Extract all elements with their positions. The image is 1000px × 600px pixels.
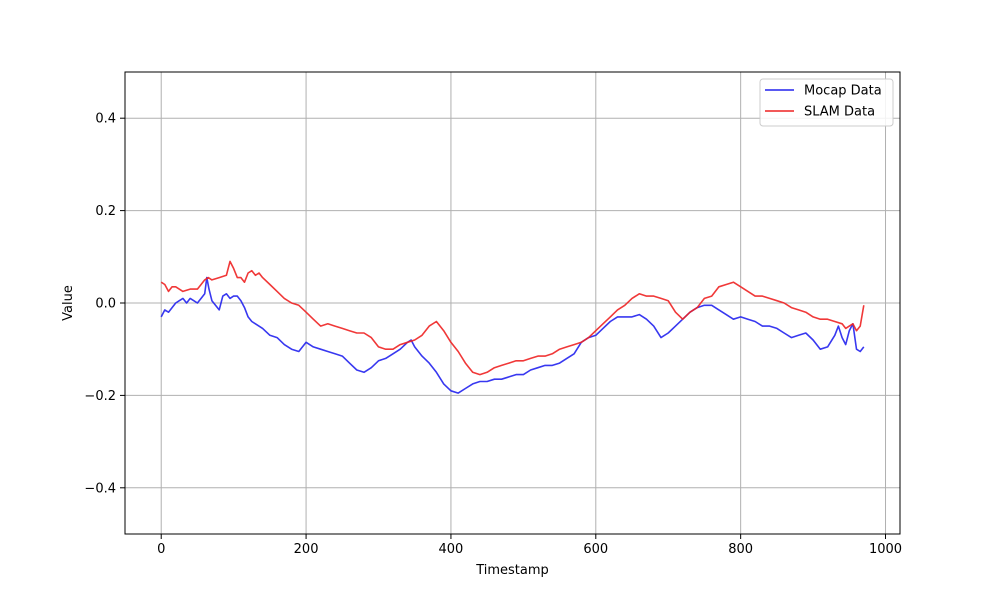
legend: Mocap Data SLAM Data (759, 78, 894, 127)
series-lines (160, 260, 865, 394)
y-tick-label: −0.2 (84, 389, 116, 404)
y-tick-label: 0.0 (95, 297, 116, 312)
axis-ticks: 0 200 400 600 800 1000 −0.4 −0.2 0.0 0.2 0.4 (84, 112, 902, 557)
legend-label-mocap-data: Mocap Data (804, 84, 882, 99)
x-tick-label: 200 (294, 542, 319, 557)
x-tick-label: 800 (728, 542, 753, 557)
series-line-mocap-data (160, 276, 865, 394)
y-tick-label: −0.4 (84, 481, 116, 496)
series-line-slam-data (160, 260, 865, 376)
x-tick-label: 400 (439, 542, 464, 557)
y-tick-label: 0.4 (95, 112, 116, 127)
x-tick-label: 600 (583, 542, 608, 557)
y-axis-label: Value (61, 285, 76, 321)
y-tick-label: 0.2 (95, 204, 116, 219)
grid-lines (125, 72, 900, 534)
x-tick-label: 0 (157, 542, 165, 557)
legend-label-slam-data: SLAM Data (804, 105, 875, 120)
x-tick-label: 1000 (869, 542, 902, 557)
x-axis-label: Timestamp (475, 563, 549, 578)
